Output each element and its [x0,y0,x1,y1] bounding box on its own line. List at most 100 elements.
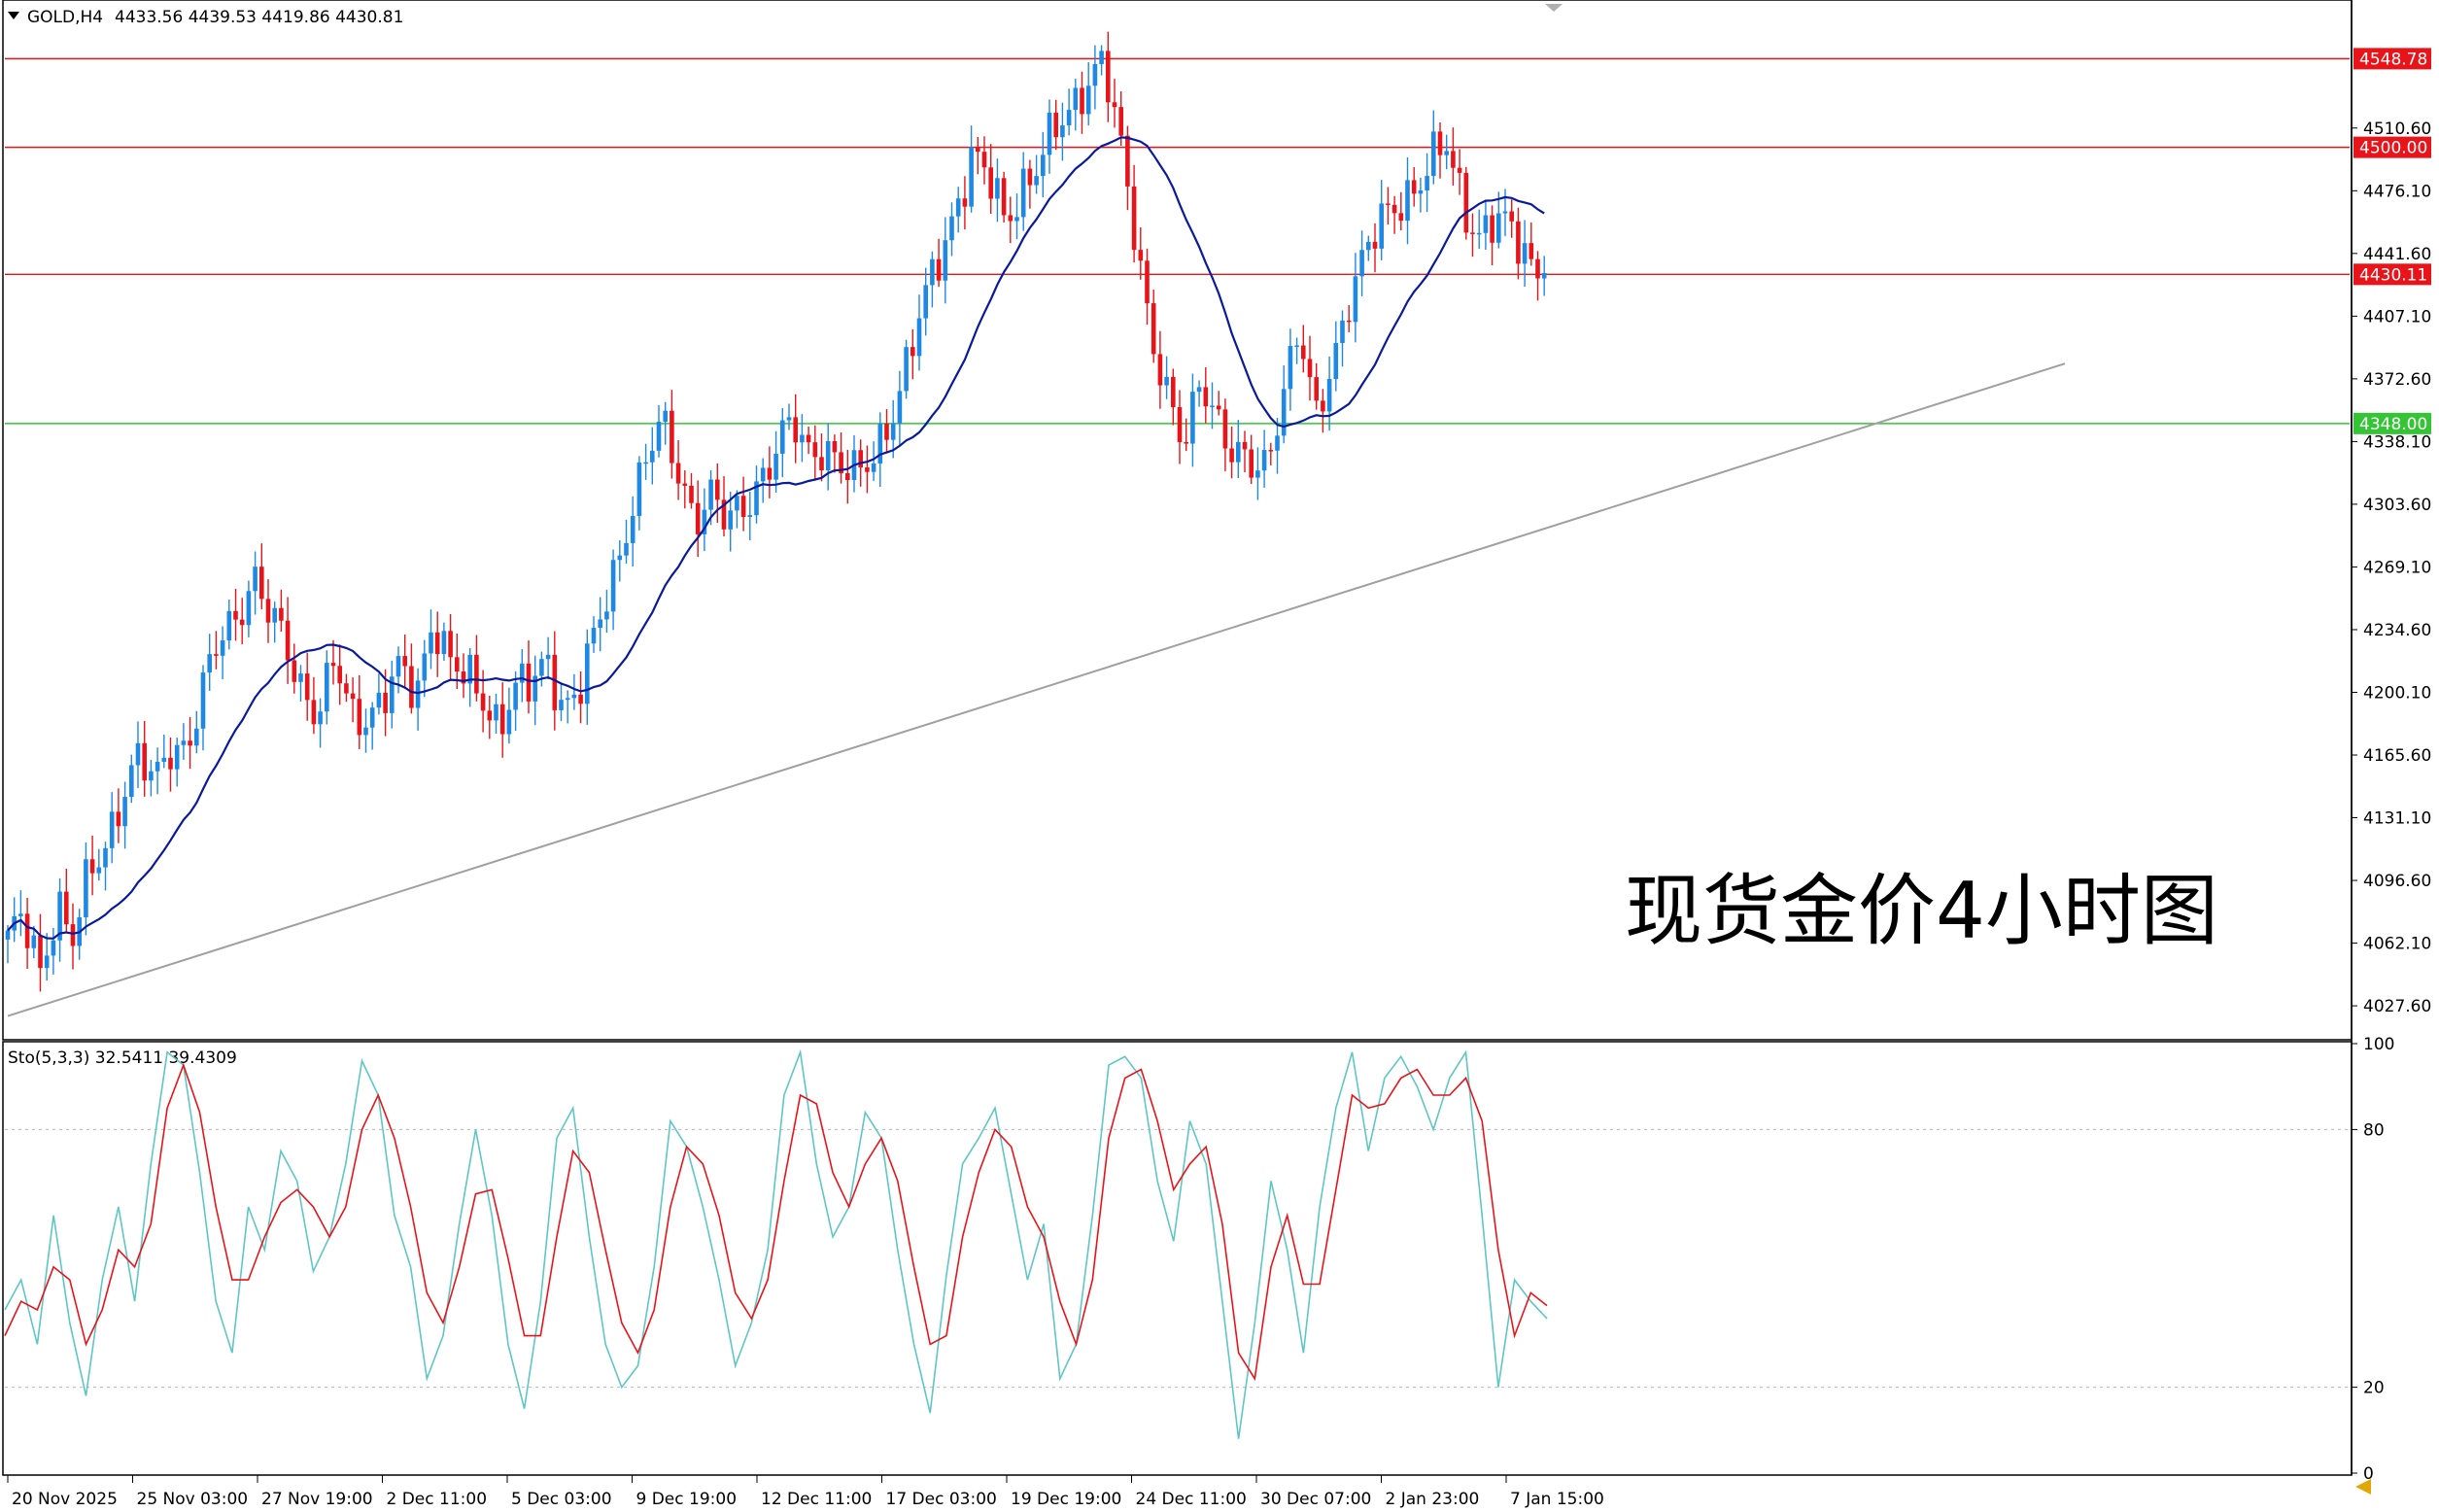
corner-watermark [2355,1479,2371,1495]
candle-body [116,811,121,827]
candle-body [708,479,713,510]
candle-body [760,467,766,482]
candle-body [1268,450,1274,452]
candle [318,698,323,748]
candle [259,543,264,609]
candle-body [565,698,570,701]
price-tick-label: 4096.60 [2363,872,2431,891]
candle-body [194,728,199,746]
candle-body [1027,168,1033,186]
trendline[interactable] [7,362,2066,1017]
candle-body [981,152,987,168]
candle [1496,191,1501,249]
candle-body [1391,204,1397,214]
candle-body [415,680,421,708]
candle-body [1066,110,1072,126]
candle-body [357,699,362,736]
candle-body [1203,387,1209,407]
candle-body [1177,406,1183,442]
candle-body [1496,213,1501,243]
candle-body [506,709,512,735]
candle [1184,418,1188,452]
stoch-signal-line [4,1062,1548,1382]
candle [1222,398,1228,471]
candle [832,434,838,473]
candle-body [285,620,291,661]
candle-body [877,423,883,464]
candle [1333,321,1339,392]
candle-body [786,417,792,421]
candle [1398,191,1404,231]
candle-body [969,147,974,207]
candle [624,519,629,564]
chart-shift-marker-icon[interactable] [1545,4,1563,12]
candle-body [103,847,108,868]
candle [357,674,362,749]
candle-body [409,666,414,708]
level-badge-label: 4500.00 [2359,139,2427,158]
candle-body [916,318,922,357]
candle-body [539,659,544,676]
candle [487,695,493,739]
candle-body [1190,392,1195,444]
candle-body [188,740,192,746]
candle [806,426,811,455]
candle-body [675,463,681,484]
candle-body [610,560,616,612]
level-badge-label: 4348.00 [2359,415,2427,434]
candle-body [265,599,271,623]
candle [1379,180,1384,260]
candle [1529,222,1534,266]
candle-body [630,515,636,543]
candle [1216,391,1221,416]
candle-body [1157,354,1163,386]
candle [109,792,115,864]
candle-body [897,391,903,424]
candle [103,842,108,891]
candle [585,629,590,725]
candle-body [884,423,889,440]
candle-body [636,462,642,516]
candle [1041,131,1046,198]
candle [1326,356,1332,431]
candle [1190,373,1195,467]
price-tick-label: 4062.10 [2363,935,2431,954]
candle-body [395,656,401,677]
candle-body [923,285,928,319]
candle-body [376,692,382,708]
candle-body [1060,125,1065,138]
candle-body [1125,135,1130,187]
candle [767,446,773,498]
candle [161,734,167,769]
candle [344,673,349,703]
candle-body [84,859,88,917]
candle-body [1535,258,1540,279]
candle [643,443,648,480]
candle [409,643,414,714]
candle [122,781,127,849]
candle-body [793,417,798,443]
candle-body [298,673,303,682]
candle [1236,420,1241,478]
candle-body [1034,176,1039,186]
candle-body [467,654,472,684]
candle-body [1470,232,1475,234]
candle [995,158,1000,223]
candle-body [1294,345,1299,347]
candle [839,432,843,484]
candle-body [1008,215,1013,222]
price-tick-label: 4476.10 [2363,182,2431,201]
candle [1340,310,1345,367]
candle [800,414,805,463]
candle [304,652,310,721]
candle [760,458,766,503]
candle-body [24,913,30,948]
candle-body [1353,276,1358,323]
collapse-arrow-icon[interactable] [8,12,19,19]
candle [1080,71,1084,134]
price-tick-label: 4441.60 [2363,245,2431,264]
candle [337,644,342,705]
candle [325,650,329,725]
candle-body [1366,241,1371,251]
